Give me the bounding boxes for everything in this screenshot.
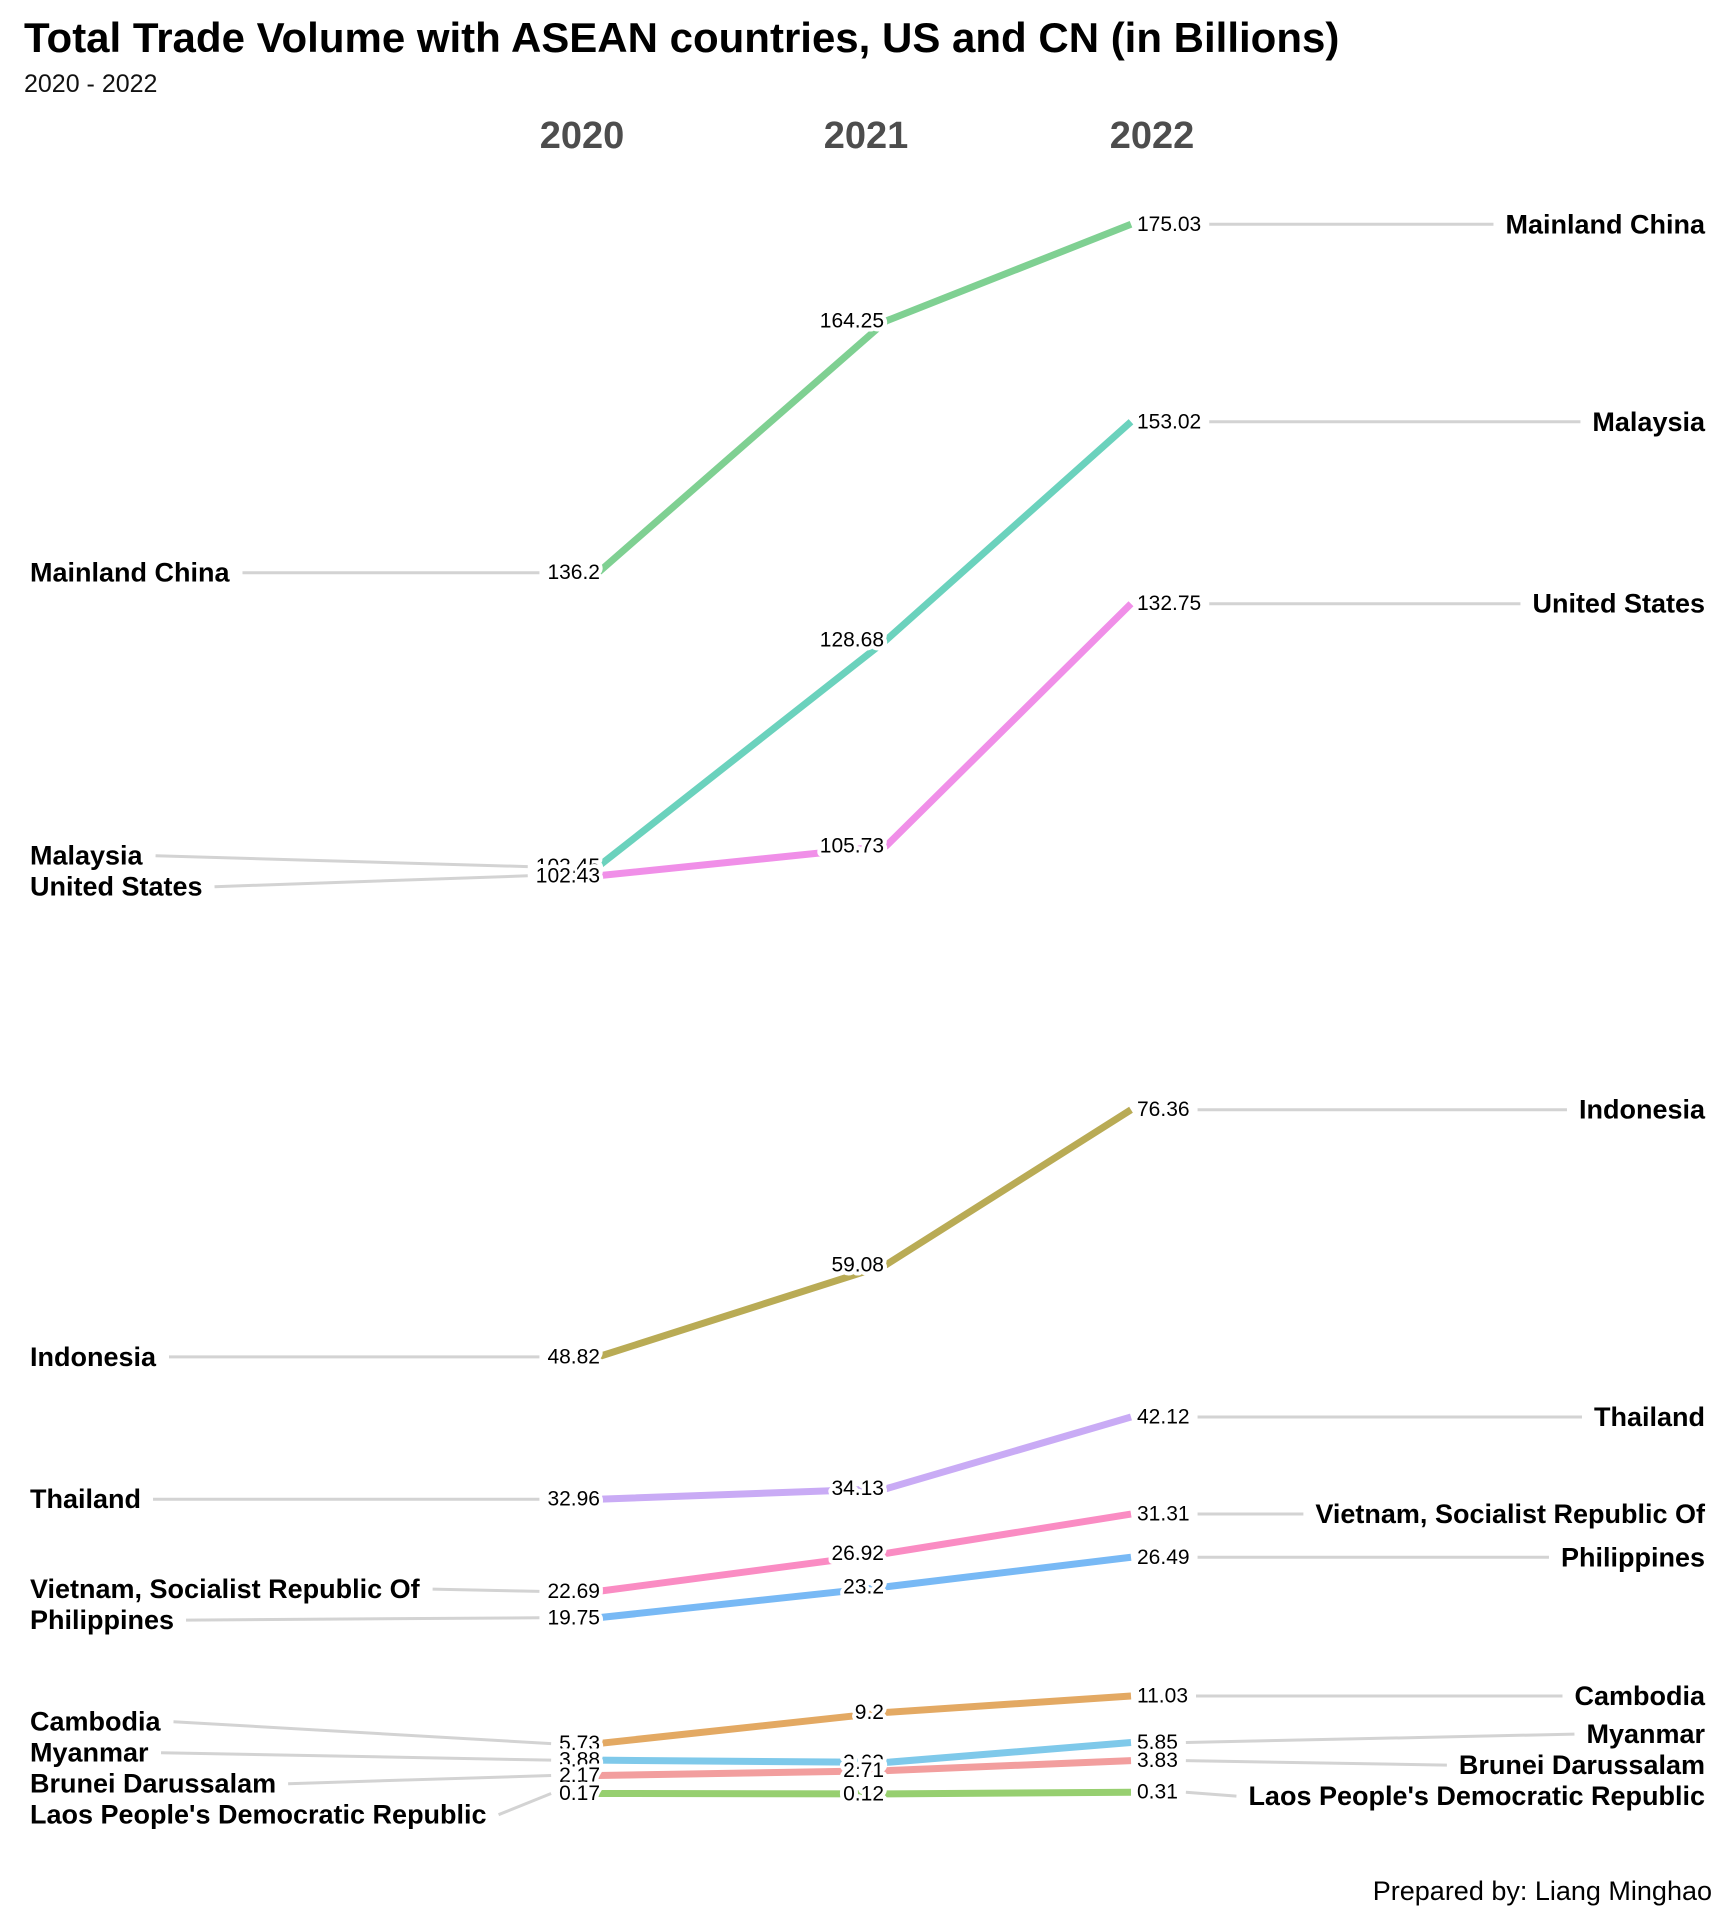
value-label-brunei-darussalam-2022: 3.83 — [1137, 1749, 1178, 1772]
value-label-laos-people-s-democratic-republic-2021: 0.12 — [843, 1782, 884, 1805]
country-label-left-brunei-darussalam: Brunei Darussalam — [30, 1769, 276, 1799]
value-labels: 136.2 164.25 175.03 103.45 128.68 153.02 102.4… — [532, 209, 1205, 1810]
value-label-malaysia-2022: 153.02 — [1137, 410, 1201, 433]
country-label-left-cambodia: Cambodia — [30, 1707, 162, 1737]
country-label-left-vietnam-socialist-republic-of: Vietnam, Socialist Republic Of — [30, 1574, 421, 1604]
trade-line-laos-people-s-democratic-republic — [597, 1788, 1132, 1798]
country-label-left-indonesia: Indonesia — [30, 1342, 157, 1372]
country-label-left-myanmar: Myanmar — [30, 1738, 149, 1768]
trade-line-united-states — [597, 601, 1134, 880]
value-label-malaysia-2021: 128.68 — [820, 629, 884, 652]
value-label-laos-people-s-democratic-republic-2020: 0.17 — [559, 1782, 600, 1805]
leader-left-brunei-darussalam — [288, 1774, 552, 1786]
value-label-thailand-2020: 32.96 — [547, 1488, 600, 1511]
country-label-right-indonesia: Indonesia — [1579, 1095, 1706, 1125]
value-label-indonesia-2021: 59.08 — [831, 1253, 884, 1276]
value-label-brunei-darussalam-2020: 2.17 — [559, 1764, 600, 1787]
trade-line-malaysia — [595, 419, 1134, 870]
value-label-cambodia-2020: 5.73 — [559, 1732, 600, 1755]
trade-line-mainland-china — [595, 221, 1133, 576]
trade-line-indonesia — [596, 1106, 1133, 1361]
chart-title: Total Trade Volume with ASEAN countries,… — [24, 14, 1340, 61]
country-label-left-mainland-china: Mainland China — [30, 558, 230, 588]
country-label-left-philippines: Philippines — [30, 1605, 174, 1635]
value-label-cambodia-2022: 11.03 — [1137, 1685, 1188, 1708]
leader-right-myanmar — [1185, 1732, 1575, 1745]
leader-left-philippines — [186, 1616, 540, 1622]
country-label-left-thailand: Thailand — [30, 1484, 141, 1514]
value-label-myanmar-2021: 3.63 — [843, 1751, 884, 1774]
leader-right-brunei-darussalam — [1185, 1759, 1447, 1767]
value-label-thailand-2022: 42.12 — [1137, 1406, 1190, 1429]
value-label-myanmar-2022: 5.85 — [1137, 1731, 1178, 1754]
value-label-united-states-2020: 102.43 — [536, 864, 600, 887]
chart-subtitle: 2020 - 2022 — [24, 70, 158, 99]
value-label-united-states-2022: 132.75 — [1137, 592, 1201, 615]
trade-line-brunei-darussalam — [597, 1757, 1132, 1780]
value-label-united-states-2021: 105.73 — [820, 835, 884, 858]
value-label-philippines-2022: 26.49 — [1137, 1546, 1190, 1569]
value-label-philippines-2020: 19.75 — [547, 1606, 600, 1629]
country-label-right-laos-people-s-democratic-republic: Laos People's Democratic Republic — [1248, 1781, 1705, 1811]
country-label-right-thailand: Thailand — [1594, 1402, 1705, 1432]
value-label-indonesia-2020: 48.82 — [547, 1345, 600, 1368]
country-label-left-malaysia: Malaysia — [30, 841, 144, 871]
value-label-vietnam-socialist-republic-of-2021: 26.92 — [831, 1542, 884, 1565]
value-label-thailand-2021: 34.13 — [831, 1477, 884, 1500]
leader-left-laos-people-s-democratic-republic — [498, 1792, 552, 1817]
year-header-2021: 2021 — [824, 115, 909, 157]
leader-lines — [153, 222, 1582, 1817]
year-header-2022: 2022 — [1110, 115, 1195, 157]
country-label-right-vietnam-socialist-republic-of: Vietnam, Socialist Republic Of — [1315, 1499, 1706, 1529]
leader-left-united-states — [214, 874, 528, 889]
value-label-laos-people-s-democratic-republic-2022: 0.31 — [1137, 1781, 1178, 1804]
year-headers: 2020 2021 2022 — [540, 115, 1195, 157]
year-header-2020: 2020 — [540, 115, 625, 157]
leader-left-myanmar — [161, 1751, 552, 1762]
leader-right-laos-people-s-democratic-republic — [1185, 1790, 1237, 1798]
leader-left-cambodia — [173, 1720, 552, 1746]
series-lines — [595, 221, 1134, 1798]
leader-left-malaysia — [155, 854, 528, 869]
footer-credit: Prepared by: Liang Minghao — [1372, 1876, 1712, 1906]
country-label-right-cambodia: Cambodia — [1574, 1681, 1706, 1711]
country-label-right-brunei-darussalam: Brunei Darussalam — [1459, 1750, 1705, 1780]
chart-header: Total Trade Volume with ASEAN countries,… — [24, 14, 1339, 99]
country-label-left-united-states: United States — [30, 872, 203, 902]
leader-left-vietnam-socialist-republic-of — [432, 1587, 540, 1593]
value-label-philippines-2021: 23.2 — [843, 1575, 884, 1598]
value-label-mainland-china-2022: 175.03 — [1137, 213, 1201, 236]
country-label-right-philippines: Philippines — [1561, 1542, 1705, 1572]
value-label-indonesia-2022: 76.36 — [1137, 1098, 1190, 1121]
country-label-right-malaysia: Malaysia — [1592, 407, 1706, 437]
value-label-cambodia-2021: 9.2 — [855, 1701, 884, 1724]
country-label-left-laos-people-s-democratic-republic: Laos People's Democratic Republic — [30, 1800, 487, 1830]
value-label-vietnam-socialist-republic-of-2020: 22.69 — [547, 1580, 600, 1603]
value-label-mainland-china-2021: 164.25 — [820, 310, 884, 333]
trade-line-vietnam-socialist-republic-of — [597, 1510, 1132, 1595]
country-label-right-myanmar: Myanmar — [1586, 1719, 1705, 1749]
trade-line-myanmar — [597, 1739, 1132, 1766]
value-label-myanmar-2020: 3.88 — [559, 1749, 600, 1772]
country-label-right-united-states: United States — [1532, 589, 1705, 619]
value-label-malaysia-2020: 103.45 — [536, 855, 600, 878]
country-label-right-mainland-china: Mainland China — [1505, 209, 1705, 239]
value-label-mainland-china-2020: 136.2 — [547, 561, 600, 584]
trade-line-philippines — [597, 1553, 1132, 1622]
value-label-brunei-darussalam-2021: 2.71 — [843, 1759, 884, 1782]
value-label-vietnam-socialist-republic-of-2022: 31.31 — [1137, 1503, 1190, 1526]
trade-line-cambodia — [597, 1692, 1132, 1748]
country-labels: Mainland China Mainland China Malaysia Mala… — [27, 206, 1709, 1832]
trade-line-thailand — [597, 1413, 1132, 1503]
